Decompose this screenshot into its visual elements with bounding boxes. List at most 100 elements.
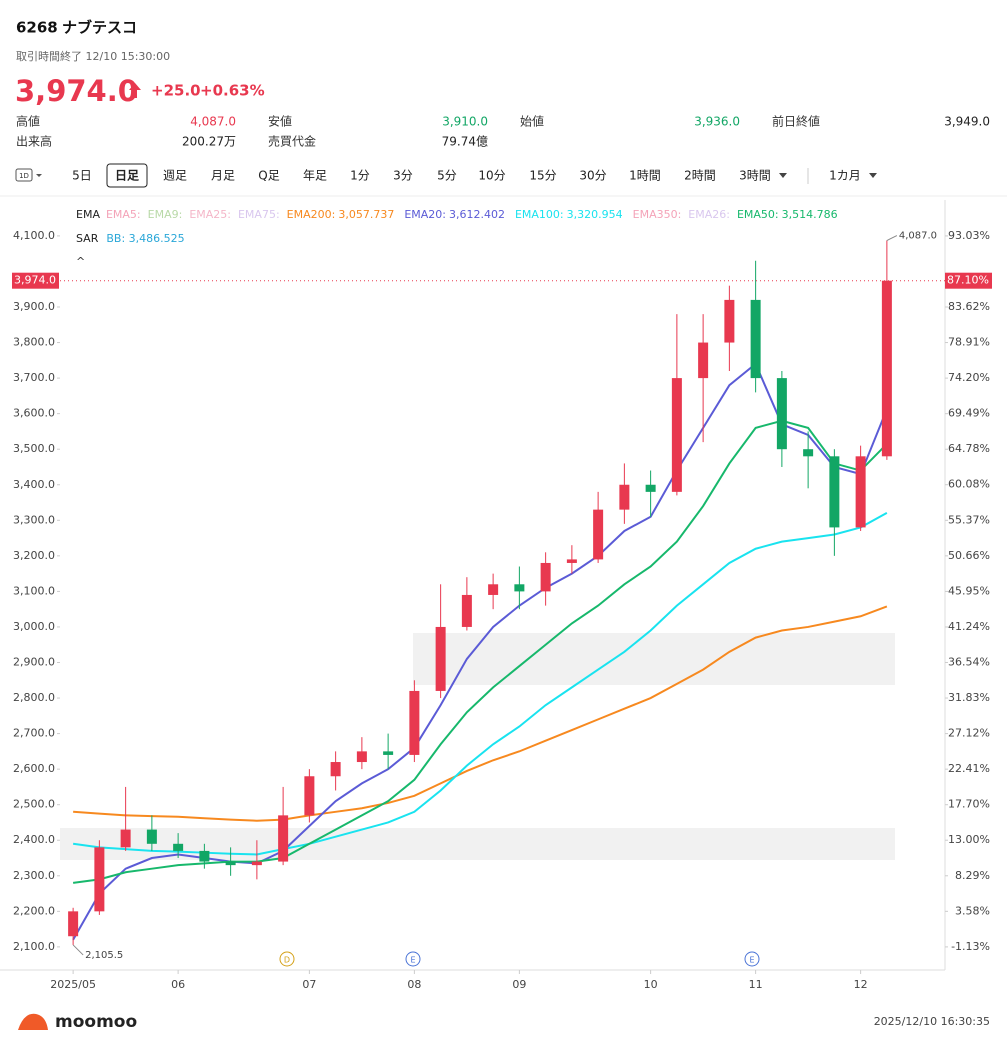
candle-body — [120, 829, 131, 848]
candle-body — [881, 280, 892, 457]
event-label: D — [284, 956, 290, 965]
toolbar-item[interactable]: 5日 — [72, 169, 92, 183]
last-pct-label: 87.10% — [947, 274, 989, 287]
y-tick-label: 3,500.0 — [13, 442, 55, 455]
y2-tick-label: 3.58% — [955, 904, 990, 917]
candle-body — [540, 562, 551, 592]
y-tick-label: 3,300.0 — [13, 513, 55, 526]
candle-body — [383, 751, 394, 755]
ema-line — [73, 605, 888, 822]
y2-tick-label: 27.12% — [948, 727, 990, 740]
y2-tick-label: 55.37% — [948, 513, 990, 526]
legend-value[interactable]: 3,612.402 — [449, 208, 505, 221]
toolbar-item[interactable]: 月足 — [211, 169, 235, 183]
toolbar-item[interactable]: 15分 — [529, 169, 556, 183]
candle-body — [330, 762, 341, 777]
last-price-box — [12, 272, 59, 289]
toolbar-icon: 1D — [19, 172, 29, 180]
x-tick-label: 10 — [644, 978, 658, 991]
x-tick-label: 07 — [302, 978, 316, 991]
candle-body — [94, 847, 105, 912]
y-tick-label: 3,000.0 — [13, 620, 55, 633]
up-arrow — [129, 83, 141, 98]
price: 3,974.0 — [15, 74, 138, 108]
y-tick-label: 3,600.0 — [13, 407, 55, 420]
legend-name[interactable]: EMA100: — [515, 208, 564, 221]
toolbar-item[interactable]: 3時間 — [739, 169, 771, 183]
toolbar-item[interactable]: 週足 — [163, 169, 187, 183]
event-marker[interactable]: E — [744, 951, 760, 967]
y-tick-label: 2,900.0 — [13, 655, 55, 668]
toolbar-item[interactable]: Q足 — [258, 169, 279, 183]
y2-tick-label: 69.49% — [948, 407, 990, 420]
y2-tick-label: -1.13% — [951, 940, 990, 953]
y2-tick-label: 17.70% — [948, 798, 990, 811]
y2-tick-label: 31.83% — [948, 691, 990, 704]
y2-tick-label: 60.08% — [948, 478, 990, 491]
candle-body — [304, 776, 315, 816]
stat-value: 200.27万 — [182, 135, 236, 149]
candle-body — [750, 299, 761, 379]
event-marker[interactable]: D — [279, 951, 295, 967]
candle-body — [671, 378, 682, 492]
y-tick-label: 2,300.0 — [13, 869, 55, 882]
x-tick-label: 06 — [171, 978, 185, 991]
candle-body — [173, 843, 184, 851]
legend-name[interactable]: EMA200: — [287, 208, 336, 221]
y2-tick-label: 36.54% — [948, 655, 990, 668]
y2-tick-label: 83.62% — [948, 300, 990, 313]
toolbar-item[interactable]: 日足 — [115, 169, 139, 183]
toolbar-item[interactable]: 10分 — [478, 169, 505, 183]
dropdown-arrow — [779, 173, 787, 178]
legend-name[interactable]: EMA9: — [148, 208, 183, 221]
y-tick-label: 2,800.0 — [13, 691, 55, 704]
y2-tick-label: 93.03% — [948, 229, 990, 242]
toolbar-item[interactable]: 3分 — [393, 169, 413, 183]
stat-value: 4,087.0 — [190, 115, 236, 129]
legend-name[interactable]: EMA75: — [238, 208, 280, 221]
y-tick-label: 3,400.0 — [13, 478, 55, 491]
candle-body — [435, 626, 446, 691]
toolbar-item[interactable]: 1分 — [350, 169, 370, 183]
y-tick-label: 3,100.0 — [13, 584, 55, 597]
legend-name[interactable]: EMA25: — [189, 208, 231, 221]
legend-name[interactable]: EMA26: — [688, 208, 730, 221]
candle-body — [645, 484, 656, 492]
toolbar-item[interactable]: 1時間 — [629, 169, 661, 183]
y-tick-label: 4,100.0 — [13, 229, 55, 242]
candle-body — [619, 484, 630, 510]
ticker: 6268 — [16, 19, 58, 37]
legend-name[interactable]: EMA350: — [633, 208, 682, 221]
legend-value[interactable]: 3,320.954 — [567, 208, 623, 221]
legend-value[interactable]: 3,514.786 — [782, 208, 838, 221]
legend-name[interactable]: EMA50: — [737, 208, 779, 221]
candle-body — [409, 690, 420, 755]
timestamp: 2025/12/10 16:30:35 — [874, 1015, 990, 1028]
candle-body — [566, 559, 577, 563]
event-marker[interactable]: E — [405, 951, 421, 967]
candle-body — [776, 378, 787, 450]
toolbar-item[interactable]: 5分 — [437, 169, 457, 183]
legend-group[interactable]: SAR — [76, 232, 99, 245]
toolbar-item[interactable]: 1カ月 — [829, 169, 861, 183]
toolbar-item[interactable]: 30分 — [579, 169, 606, 183]
legend-value[interactable]: 3,057.737 — [338, 208, 394, 221]
legend-name[interactable]: EMA5: — [106, 208, 141, 221]
candle-body — [855, 456, 866, 528]
legend-name[interactable]: EMA20: — [404, 208, 446, 221]
toolbar-item[interactable]: 年足 — [303, 169, 327, 183]
legend-group[interactable]: EMA — [76, 208, 100, 221]
icon-frame[interactable] — [15, 168, 33, 182]
toolbar-item[interactable]: 2時間 — [684, 169, 716, 183]
brand: moomoo — [55, 1012, 137, 1032]
collapse-icon[interactable]: ^ — [76, 255, 85, 268]
max-label: 4,087.0 — [899, 231, 937, 242]
y-tick-label: 2,600.0 — [13, 762, 55, 775]
x-tick-label: 11 — [749, 978, 763, 991]
change-pct: +0.63% — [200, 82, 265, 100]
candle-body — [829, 456, 840, 528]
candle-body — [278, 815, 289, 862]
legend-bb[interactable]: BB: 3,486.525 — [106, 232, 184, 245]
stock-name: ナブテスコ — [62, 19, 137, 37]
